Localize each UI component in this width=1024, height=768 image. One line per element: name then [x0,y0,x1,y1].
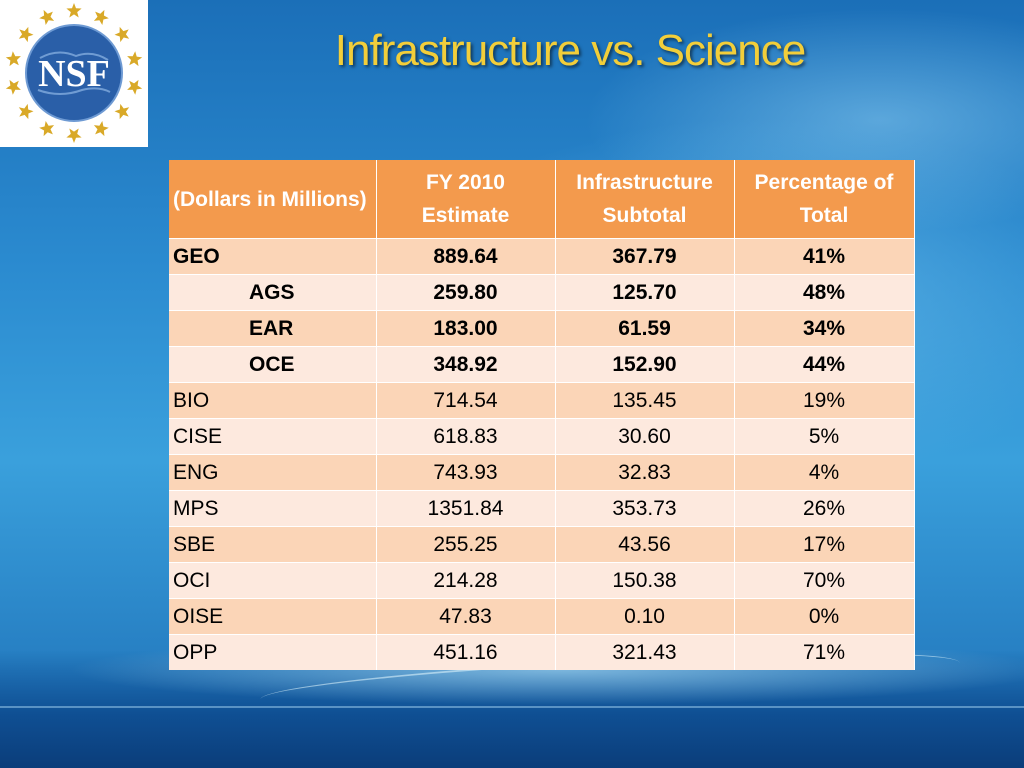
row-name: OCI [169,562,377,599]
row-estimate: 1351.84 [376,490,556,527]
table-row: MPS 1351.84 353.73 26% [169,490,915,527]
table-row: OISE 47.83 0.10 0% [169,598,915,635]
row-estimate: 255.25 [376,526,556,563]
row-percentage: 34% [734,310,915,347]
row-percentage: 19% [734,382,915,419]
row-estimate: 348.92 [376,346,556,383]
table-row: OCE 348.92 152.90 44% [169,346,915,383]
table-row: SBE 255.25 43.56 17% [169,526,915,563]
row-estimate: 889.64 [376,238,556,275]
logo-star [93,121,109,137]
logo-star [93,9,109,25]
row-estimate: 214.28 [376,562,556,599]
row-infrastructure-subtotal: 135.45 [555,382,735,419]
row-percentage: 26% [734,490,915,527]
row-infrastructure-subtotal: 150.38 [555,562,735,599]
row-percentage: 70% [734,562,915,599]
logo-star [114,103,130,120]
header-fy2010-estimate: FY 2010 Estimate [376,160,556,239]
row-infrastructure-subtotal: 367.79 [555,238,735,275]
logo-star [18,103,34,120]
logo-star [5,51,21,67]
row-infrastructure-subtotal: 0.10 [555,598,735,635]
row-name: MPS [169,490,377,527]
row-name: ENG [169,454,377,491]
row-percentage: 4% [734,454,915,491]
row-name: CISE [169,418,377,455]
logo-star [39,121,55,137]
table-row: OPP 451.16 321.43 71% [169,634,915,670]
row-infrastructure-subtotal: 43.56 [555,526,735,563]
logo-text: NSF [38,53,110,95]
table-row: ENG 743.93 32.83 4% [169,454,915,491]
row-name: BIO [169,382,377,419]
row-estimate: 183.00 [376,310,556,347]
row-percentage: 5% [734,418,915,455]
logo-star [114,26,130,43]
logo-star [127,79,143,95]
table-row: EAR 183.00 61.59 34% [169,310,915,347]
row-infrastructure-subtotal: 61.59 [555,310,735,347]
row-infrastructure-subtotal: 32.83 [555,454,735,491]
table-row: GEO 889.64 367.79 41% [169,238,915,275]
row-estimate: 743.93 [376,454,556,491]
table-row: OCI 214.28 150.38 70% [169,562,915,599]
row-percentage: 0% [734,598,915,635]
header-percentage-of-total: Percentage of Total [734,160,915,239]
logo-star [39,9,55,25]
row-infrastructure-subtotal: 353.73 [555,490,735,527]
header-units: (Dollars in Millions) [169,160,377,239]
row-percentage: 44% [734,346,915,383]
logo-star [18,26,34,43]
row-infrastructure-subtotal: 30.60 [555,418,735,455]
header-infrastructure-subtotal: Infrastructure Subtotal [555,160,735,239]
row-estimate: 47.83 [376,598,556,635]
nsf-globe-seal-icon: NSF [5,3,143,143]
row-name: GEO [169,238,377,275]
row-percentage: 17% [734,526,915,563]
row-estimate: 714.54 [376,382,556,419]
row-name: SBE [169,526,377,563]
row-infrastructure-subtotal: 152.90 [555,346,735,383]
row-name: OCE [169,346,377,383]
row-name: EAR [169,310,377,347]
logo-star [66,128,82,143]
row-estimate: 259.80 [376,274,556,311]
budget-table: (Dollars in Millions) FY 2010 Estimate I… [169,160,915,670]
table-row: CISE 618.83 30.60 5% [169,418,915,455]
background-line [0,706,1024,708]
table-row: AGS 259.80 125.70 48% [169,274,915,311]
row-estimate: 618.83 [376,418,556,455]
row-name: AGS [169,274,377,311]
row-percentage: 71% [734,634,915,670]
row-estimate: 451.16 [376,634,556,670]
row-infrastructure-subtotal: 321.43 [555,634,735,670]
logo-star [66,3,82,18]
row-percentage: 41% [734,238,915,275]
row-name: OISE [169,598,377,635]
row-name: OPP [169,634,377,670]
table-header-row: (Dollars in Millions) FY 2010 Estimate I… [169,160,915,239]
row-percentage: 48% [734,274,915,311]
logo-star [5,79,21,95]
table-row: BIO 714.54 135.45 19% [169,382,915,419]
nsf-logo: NSF [0,0,148,147]
table-body: GEO 889.64 367.79 41% AGS 259.80 125.70 48% EAR 1… [169,238,915,670]
logo-star [127,51,143,67]
budget-table-container: (Dollars in Millions) FY 2010 Estimate I… [169,160,915,670]
row-infrastructure-subtotal: 125.70 [555,274,735,311]
page-title: Infrastructure vs. Science [334,26,806,75]
